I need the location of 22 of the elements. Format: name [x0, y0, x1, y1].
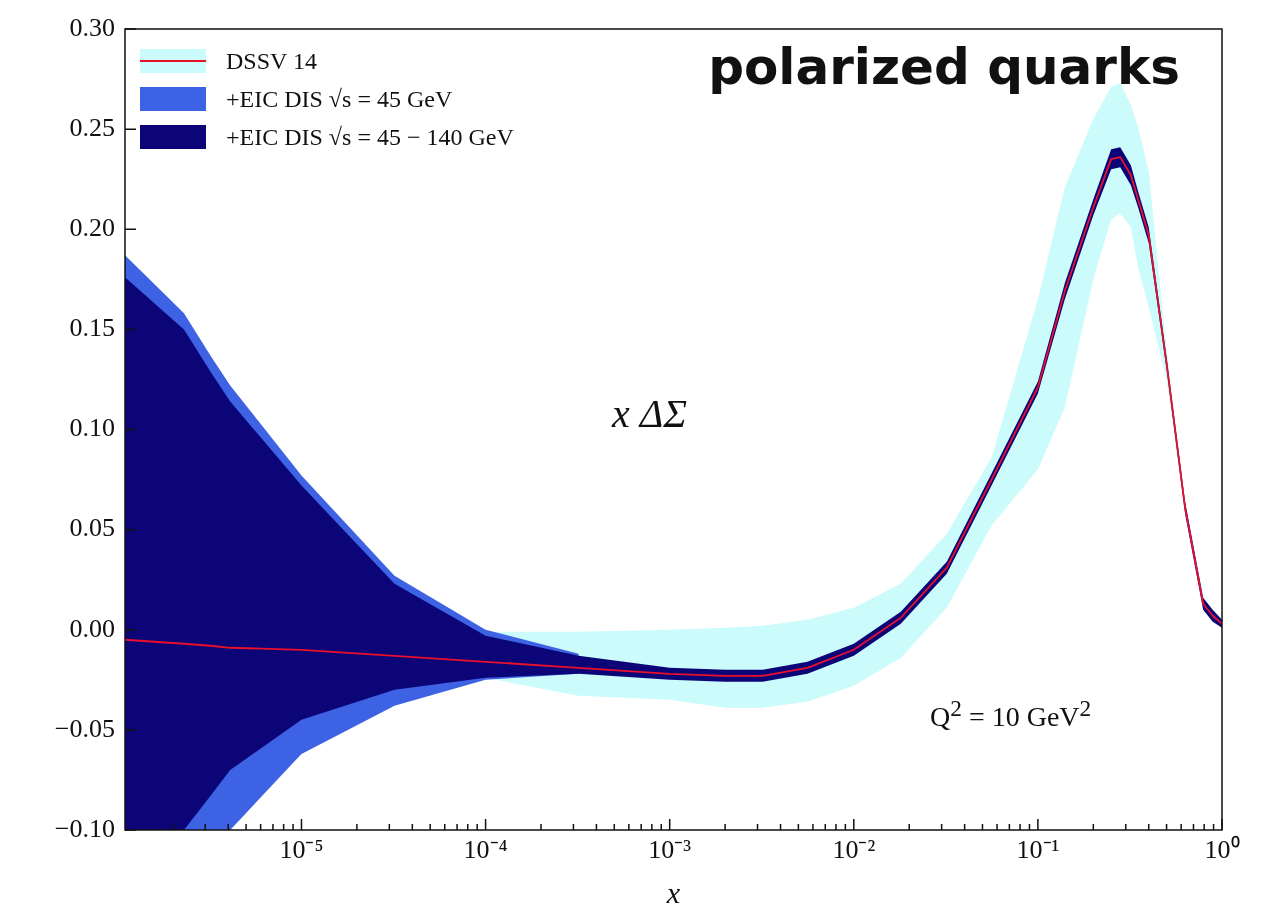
y-tick-label: 0.10: [69, 413, 115, 443]
x-axis-title: x: [665, 875, 681, 909]
x-tick-label: 10⁻⁴: [463, 835, 508, 865]
y-tick-label: −0.10: [54, 813, 115, 843]
legend-label: DSSV 14: [226, 47, 317, 75]
y-tick-label: 0.05: [69, 513, 115, 543]
y-tick-label: −0.05: [54, 713, 115, 743]
legend-label: +EIC DIS √s = 45 − 140 GeV: [226, 123, 514, 151]
x-tick-label: 10⁻³: [648, 835, 692, 865]
y-tick-label: 0.30: [69, 12, 115, 42]
y-tick-label: 0.20: [69, 213, 115, 243]
x-tick-label: 10⁰: [1204, 835, 1240, 865]
annotation: Q$^{2}$ = 10 GeV$^{2}$: [930, 695, 1092, 734]
x-tick-label: 10⁻⁵: [279, 835, 324, 865]
legend-label: +EIC DIS √s = 45 GeV: [226, 85, 453, 113]
x-tick-label: 10⁻²: [832, 835, 876, 865]
y-tick-label: 0.25: [69, 112, 115, 142]
x-tick-label: 10⁻¹: [1016, 835, 1060, 865]
y-tick-label: 0.15: [69, 313, 115, 343]
y-tick-label: 0.00: [69, 613, 115, 643]
annotation: x ΔΣ: [612, 390, 687, 437]
annotation: polarized quarks: [708, 38, 1180, 96]
